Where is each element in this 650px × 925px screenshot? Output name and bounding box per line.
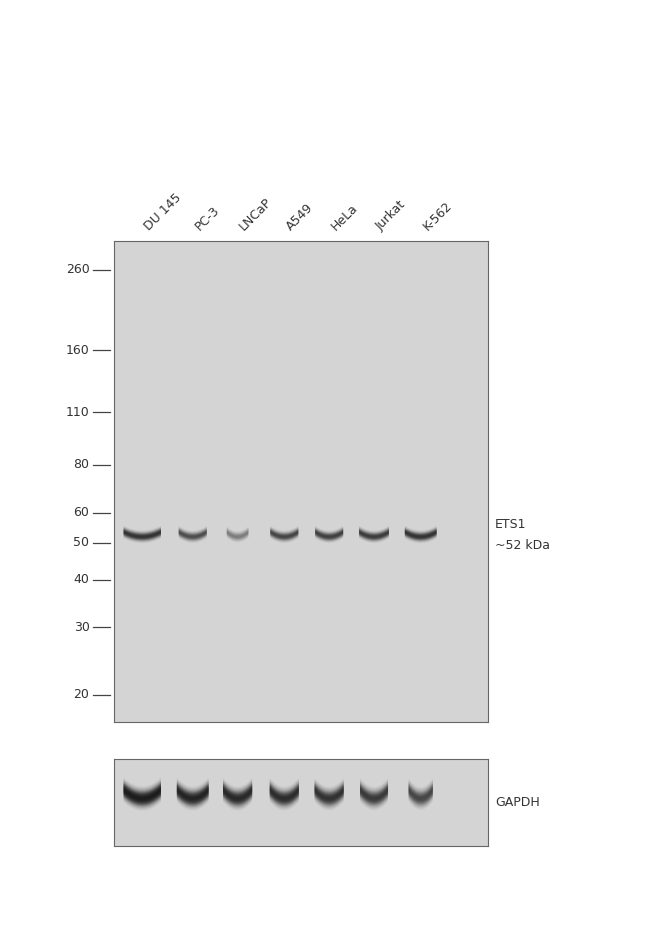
Text: 40: 40 <box>73 574 90 586</box>
Text: 110: 110 <box>66 406 90 419</box>
Text: 30: 30 <box>73 621 90 634</box>
Text: Jurkat: Jurkat <box>374 199 408 233</box>
Text: A549: A549 <box>284 202 316 233</box>
Text: DU 145: DU 145 <box>142 191 184 233</box>
Text: 80: 80 <box>73 459 90 472</box>
Text: PC-3: PC-3 <box>192 204 222 233</box>
Text: 50: 50 <box>73 536 90 549</box>
Text: ~52 kDa: ~52 kDa <box>495 538 550 551</box>
Text: 260: 260 <box>66 263 90 277</box>
Text: ETS1: ETS1 <box>495 519 526 532</box>
Text: K-562: K-562 <box>420 199 454 233</box>
Text: HeLa: HeLa <box>329 202 360 233</box>
Text: GAPDH: GAPDH <box>495 796 540 809</box>
Text: 160: 160 <box>66 343 90 356</box>
Text: 60: 60 <box>73 506 90 519</box>
Text: LNCaP: LNCaP <box>237 195 275 233</box>
Text: 20: 20 <box>73 688 90 701</box>
